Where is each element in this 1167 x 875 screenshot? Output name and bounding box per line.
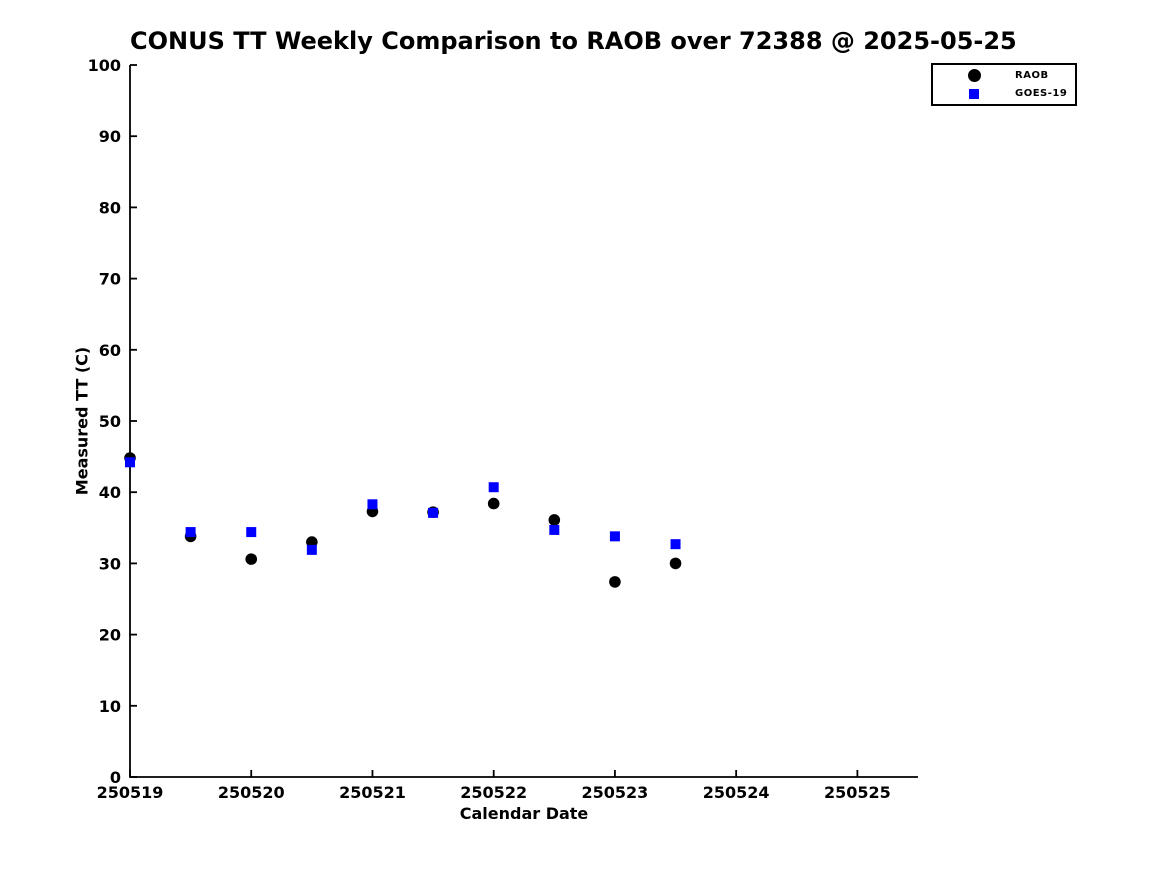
y-tick-label: 80 [99,198,121,217]
y-tick-label: 50 [99,412,121,431]
data-point-goes19 [609,531,620,542]
legend-label: GOES-19 [1015,88,1068,99]
legend-entry-goes19: GOES-19 [933,85,1075,103]
y-tick-label: 40 [99,483,121,502]
y-tick-label: 90 [99,127,121,146]
x-axis-label: Calendar Date [459,804,589,823]
legend-entry-raob: RAOB [933,67,1075,85]
data-point-goes19 [549,524,560,535]
x-tick-label: 250525 [824,783,891,802]
data-point-raob [609,576,621,588]
data-point-raob [669,557,682,570]
square-marker-icon [933,88,1015,99]
axes-spines [129,65,918,778]
circle-marker-icon [933,69,1015,82]
y-tick-label: 60 [99,341,121,360]
data-point-raob [245,553,258,565]
data-point-goes19 [185,527,196,538]
data-point-goes19 [488,482,499,493]
data-point-goes19 [367,499,378,510]
data-point-goes19 [306,544,317,555]
x-tick-label: 250522 [460,783,527,802]
data-point-goes19 [670,539,681,550]
y-tick-label: 10 [99,697,121,716]
data-point-goes19 [428,507,439,518]
data-point-raob [487,497,500,510]
chart-title: CONUS TT Weekly Comparison to RAOB over … [130,27,1017,55]
y-tick-label: 70 [99,270,121,289]
data-point-goes19 [125,457,135,468]
x-tick-label: 250521 [339,783,406,802]
x-tick-label: 250520 [218,783,285,802]
x-tick-label: 250523 [582,783,649,802]
data-point-goes19 [246,527,257,538]
legend: RAOB GOES-19 [931,63,1077,106]
y-tick-label: 0 [110,768,121,787]
x-tick-label: 250519 [97,783,164,802]
y-tick-label: 20 [99,626,121,645]
data-point-raob [548,514,561,526]
x-tick-label: 250524 [703,783,770,802]
legend-label: RAOB [1015,70,1049,81]
y-tick-label: 100 [88,56,121,75]
y-tick-label: 30 [99,554,121,573]
